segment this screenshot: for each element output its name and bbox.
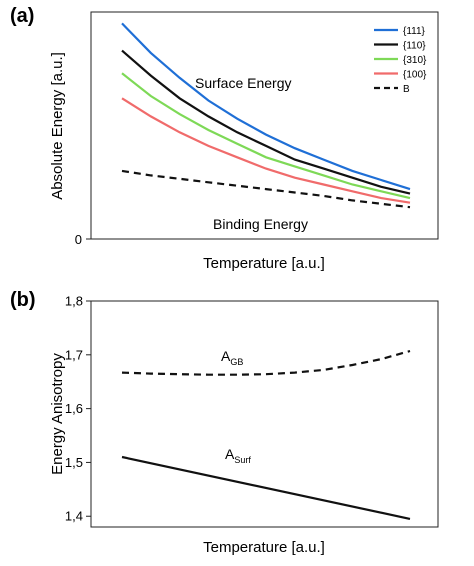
surface-energy-annotation: Surface Energy — [195, 75, 292, 91]
panel-b-label: (b) — [10, 289, 36, 311]
series-line-111 — [121, 22, 411, 191]
a-surf-label-main: A — [225, 446, 235, 462]
series-line-310 — [121, 72, 411, 200]
panel-a: (a) 0 Surface Energy Binding Energy Temp… — [10, 5, 439, 272]
panel-a-legend: {111} {110} {310} {100} B — [374, 26, 427, 95]
a-surf-label: ASurf — [225, 446, 251, 465]
panel-b-ytick-label-1: 1,5 — [65, 455, 83, 470]
a-surf-label-sub: Surf — [234, 455, 251, 465]
panel-a-ytick-label: 0 — [75, 232, 82, 247]
a-gb-label-sub: GB — [230, 357, 243, 367]
legend-label-110: {110} — [403, 41, 426, 52]
a-gb-label: AGB — [221, 348, 243, 367]
binding-energy-annotation: Binding Energy — [213, 216, 308, 232]
panel-b-ytick-label-0: 1,4 — [65, 509, 83, 524]
panel-a-series — [86, 22, 411, 240]
legend-label-100: {100} — [403, 70, 427, 81]
legend-label-111: {111} — [403, 26, 426, 37]
panel-b: (b) 1,41,51,61,71,8 AGB ASurf Temperatur… — [10, 289, 439, 556]
panel-b-ytick-label-3: 1,7 — [65, 347, 83, 362]
series-line-A-Surf — [121, 455, 411, 520]
panel-b-ytick-label-2: 1,6 — [65, 401, 83, 416]
panel-b-y-ticks: 1,4 1,5 1,6 1,7 1,8 — [65, 294, 91, 524]
legend-label-B: B — [403, 84, 410, 95]
series-line-B — [121, 169, 411, 209]
series-line-A-GB — [121, 349, 411, 376]
panel-a-y-axis-label: Absolute Energy [a.u.] — [49, 52, 66, 200]
series-line-100 — [121, 97, 411, 204]
panel-a-plot-frame — [90, 11, 439, 240]
panel-b-ytick-label-4: 1,8 — [65, 294, 83, 309]
panel-b-y-axis-label: Energy Anisotropy — [49, 353, 66, 475]
series-line-110 — [121, 49, 411, 195]
panel-b-plot-frame — [90, 300, 439, 528]
panel-b-x-axis-label: Temperature [a.u.] — [203, 539, 325, 556]
panel-a-label: (a) — [10, 5, 34, 27]
legend-label-310: {310} — [403, 55, 427, 66]
panel-a-x-axis-label: Temperature [a.u.] — [203, 255, 325, 272]
panel-b-series — [121, 349, 411, 520]
a-gb-label-main: A — [221, 348, 231, 364]
